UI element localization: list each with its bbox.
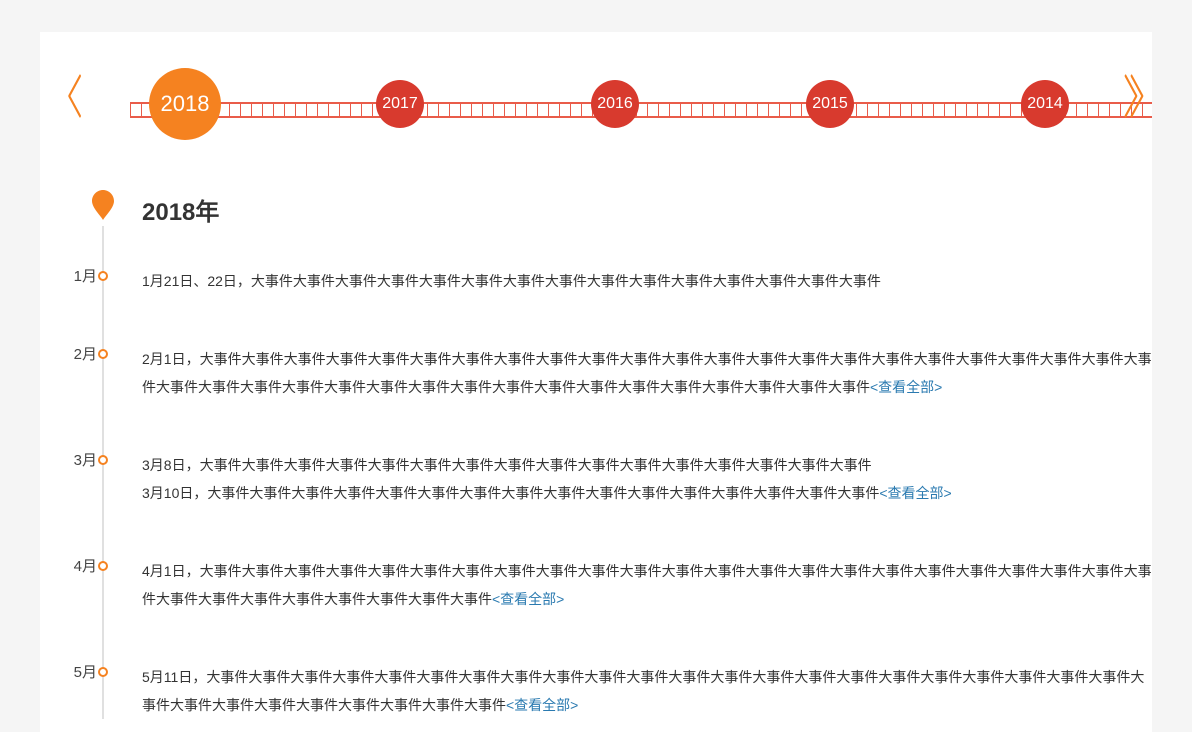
month-label: 1月 <box>57 265 97 286</box>
entry-text: 5月11日，大事件大事件大事件大事件大事件大事件大事件大事件大事件大事件大事件大… <box>142 669 1144 713</box>
timeline-entry: 1月21日、22日，大事件大事件大事件大事件大事件大事件大事件大事件大事件大事件… <box>142 267 1152 295</box>
month-block: 5月5月11日，大事件大事件大事件大事件大事件大事件大事件大事件大事件大事件大事… <box>102 663 1152 719</box>
timeline-year-title: 2018年 <box>142 192 219 227</box>
balloon-icon <box>92 190 114 220</box>
month-label: 5月 <box>57 661 97 682</box>
month-block: 1月1月21日、22日，大事件大事件大事件大事件大事件大事件大事件大事件大事件大… <box>102 267 1152 295</box>
month-block: 2月2月1日，大事件大事件大事件大事件大事件大事件大事件大事件大事件大事件大事件… <box>102 345 1152 401</box>
timeline-year-heading: 2018年 <box>102 192 1152 227</box>
entry-text: 3月8日，大事件大事件大事件大事件大事件大事件大事件大事件大事件大事件大事件大事… <box>142 457 872 473</box>
month-content: 5月11日，大事件大事件大事件大事件大事件大事件大事件大事件大事件大事件大事件大… <box>142 663 1152 719</box>
month-label: 4月 <box>57 555 97 576</box>
month-dot-icon <box>98 561 108 571</box>
next-year-arrow[interactable] <box>1123 72 1145 129</box>
page-container: 20182017201620152014 2018年 1月1月21日、22日，大… <box>40 32 1152 732</box>
timeline-entry: 3月10日，大事件大事件大事件大事件大事件大事件大事件大事件大事件大事件大事件大… <box>142 479 1152 507</box>
year-dot-2015[interactable]: 2015 <box>806 80 854 128</box>
year-ruler: 20182017201620152014 <box>130 80 1152 130</box>
timeline-entry: 4月1日，大事件大事件大事件大事件大事件大事件大事件大事件大事件大事件大事件大事… <box>142 557 1152 613</box>
year-dot-2016[interactable]: 2016 <box>591 80 639 128</box>
month-block: 3月3月8日，大事件大事件大事件大事件大事件大事件大事件大事件大事件大事件大事件… <box>102 451 1152 507</box>
prev-year-arrow[interactable] <box>66 72 83 129</box>
entry-text: 2月1日，大事件大事件大事件大事件大事件大事件大事件大事件大事件大事件大事件大事… <box>142 351 1152 395</box>
month-block: 4月4月1日，大事件大事件大事件大事件大事件大事件大事件大事件大事件大事件大事件… <box>102 557 1152 613</box>
view-more-link[interactable]: <查看全部> <box>492 591 564 607</box>
timeline: 2018年 1月1月21日、22日，大事件大事件大事件大事件大事件大事件大事件大… <box>102 192 1152 719</box>
year-dot-2014[interactable]: 2014 <box>1021 80 1069 128</box>
chevron-right-icon <box>1123 72 1145 120</box>
year-dot-2018[interactable]: 2018 <box>149 68 221 140</box>
entry-text: 1月21日、22日，大事件大事件大事件大事件大事件大事件大事件大事件大事件大事件… <box>142 273 881 289</box>
month-dot-icon <box>98 349 108 359</box>
month-content: 4月1日，大事件大事件大事件大事件大事件大事件大事件大事件大事件大事件大事件大事… <box>142 557 1152 613</box>
months-container: 1月1月21日、22日，大事件大事件大事件大事件大事件大事件大事件大事件大事件大… <box>102 267 1152 719</box>
chevron-left-icon <box>66 72 83 120</box>
entry-text: 3月10日，大事件大事件大事件大事件大事件大事件大事件大事件大事件大事件大事件大… <box>142 485 879 501</box>
month-label: 2月 <box>57 343 97 364</box>
timeline-entry: 3月8日，大事件大事件大事件大事件大事件大事件大事件大事件大事件大事件大事件大事… <box>142 451 1152 479</box>
month-dot-icon <box>98 455 108 465</box>
view-more-link[interactable]: <查看全部> <box>870 379 942 395</box>
month-label: 3月 <box>57 449 97 470</box>
month-content: 2月1日，大事件大事件大事件大事件大事件大事件大事件大事件大事件大事件大事件大事… <box>142 345 1152 401</box>
timeline-entry: 5月11日，大事件大事件大事件大事件大事件大事件大事件大事件大事件大事件大事件大… <box>142 663 1152 719</box>
year-dot-2017[interactable]: 2017 <box>376 80 424 128</box>
month-dot-icon <box>98 667 108 677</box>
month-content: 1月21日、22日，大事件大事件大事件大事件大事件大事件大事件大事件大事件大事件… <box>142 267 1152 295</box>
view-more-link[interactable]: <查看全部> <box>506 697 578 713</box>
year-nav: 2018 2017 2016 2015 2014 <box>40 32 1152 162</box>
month-dot-icon <box>98 271 108 281</box>
ruler-track <box>130 102 1152 118</box>
view-more-link[interactable]: <查看全部> <box>879 485 951 501</box>
timeline-entry: 2月1日，大事件大事件大事件大事件大事件大事件大事件大事件大事件大事件大事件大事… <box>142 345 1152 401</box>
month-content: 3月8日，大事件大事件大事件大事件大事件大事件大事件大事件大事件大事件大事件大事… <box>142 451 1152 507</box>
entry-text: 4月1日，大事件大事件大事件大事件大事件大事件大事件大事件大事件大事件大事件大事… <box>142 563 1152 607</box>
